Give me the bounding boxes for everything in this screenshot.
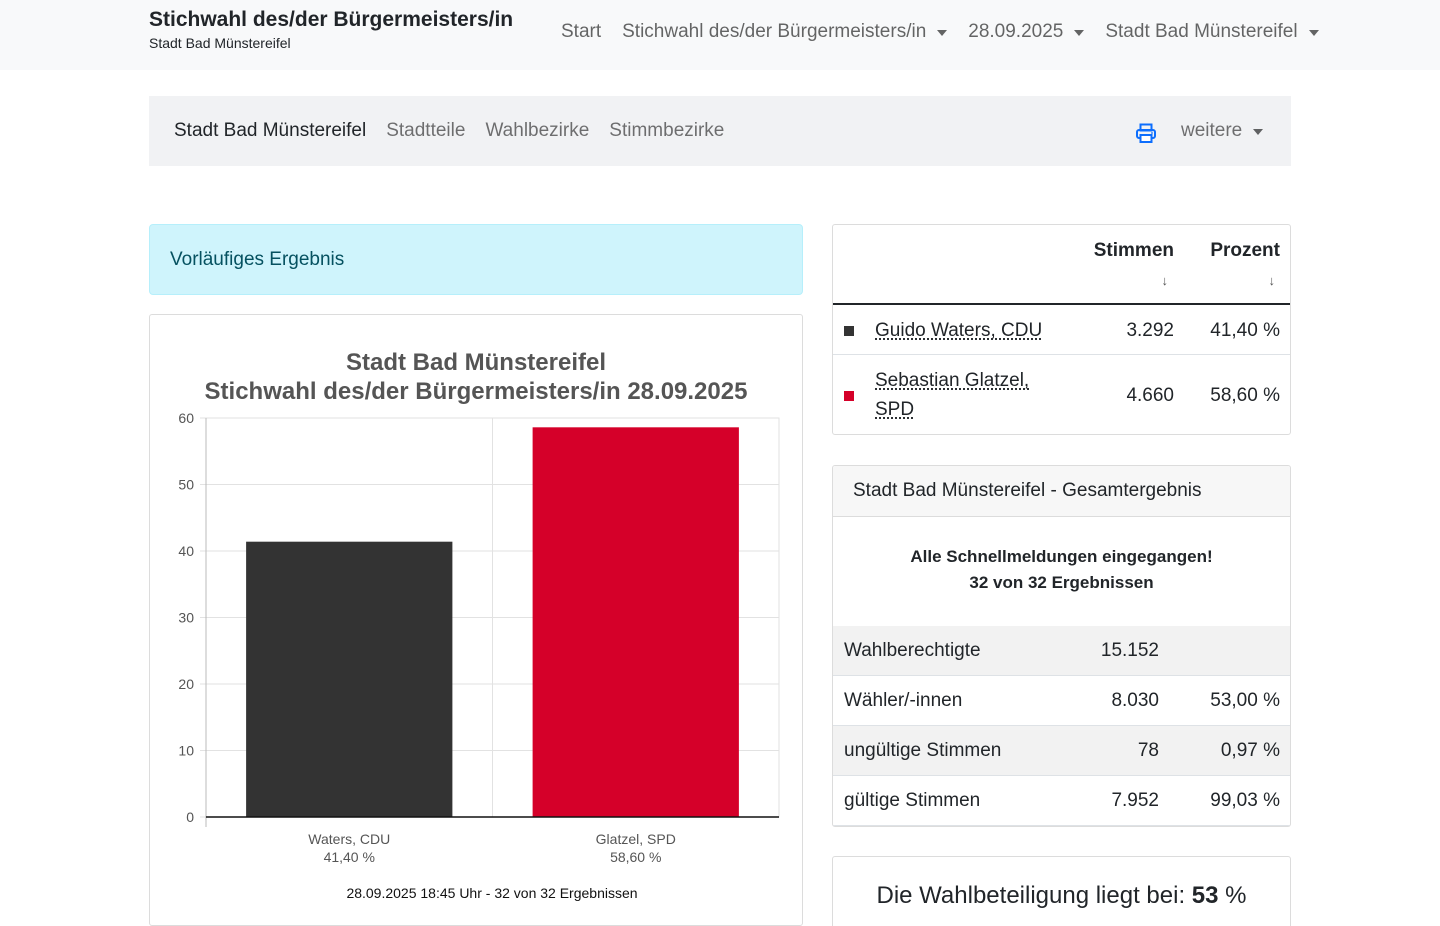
caret-down-icon [937, 30, 947, 36]
table-row: Guido Waters, CDU 3.292 41,40 % [833, 305, 1290, 355]
x-tick-sublabel: 41,40 % [324, 849, 375, 865]
summary-label: Wähler/-innen [844, 688, 962, 714]
results-table: Stimmen Prozent ↓ ↓ Guido Waters, CDU 3.… [832, 224, 1291, 435]
summary-label: Wahlberechtigte [844, 638, 981, 664]
bar[interactable] [533, 427, 739, 817]
candidate-link[interactable]: Guido Waters, CDU [875, 316, 1042, 345]
y-tick-label: 60 [178, 410, 194, 426]
nav-start[interactable]: Start [561, 19, 601, 45]
y-tick-label: 30 [178, 610, 194, 626]
subnav-item-stadtteile[interactable]: Stadtteile [386, 118, 465, 144]
caret-down-icon [1074, 30, 1084, 36]
turnout-unit: % [1225, 882, 1246, 909]
percent-value: 58,60 % [1210, 383, 1280, 409]
printer-icon[interactable] [1135, 122, 1157, 144]
turnout-value: 53 [1192, 882, 1219, 909]
summary-label: gültige Stimmen [844, 788, 980, 814]
party-color-swatch [844, 391, 854, 401]
reports-complete-message: Alle Schnellmeldungen eingegangen! 32 vo… [833, 544, 1290, 596]
summary-row-invalid: ungültige Stimmen 78 0,97 % [833, 726, 1290, 776]
column-header-votes[interactable]: Stimmen [1094, 239, 1174, 263]
x-tick-sublabel: 58,60 % [610, 849, 661, 865]
subnav-item-wahlbezirke[interactable]: Wahlbezirke [485, 118, 589, 144]
brand-title[interactable]: Stichwahl des/der Bürgermeisters/in [149, 7, 513, 33]
summary-value: 7.952 [1111, 788, 1159, 814]
subnav-item-stadt[interactable]: Stadt Bad Münstereifel [174, 118, 366, 144]
total-result-header: Stadt Bad Münstereifel - Gesamtergebnis [833, 466, 1290, 517]
top-nav: Start Stichwahl des/der Bürgermeisters/i… [561, 19, 1340, 45]
brand-subtitle: Stadt Bad Münstereifel [149, 33, 513, 53]
chart-title: Stadt Bad Münstereifel [346, 349, 606, 376]
top-navbar: Stichwahl des/der Bürgermeisters/in Stad… [0, 0, 1440, 70]
y-tick-label: 20 [178, 676, 194, 692]
turnout-card: Die Wahlbeteiligung liegt bei: 53 % [832, 856, 1291, 926]
summary-row-eligible: Wahlberechtigte 15.152 [833, 626, 1290, 676]
turnout-text: Die Wahlbeteiligung liegt bei: 53 % [833, 881, 1290, 911]
summary-label: ungültige Stimmen [844, 738, 1001, 764]
y-tick-label: 40 [178, 543, 194, 559]
nav-date-dropdown[interactable]: 28.09.2025 [968, 19, 1084, 45]
x-tick-label: Glatzel, SPD [596, 831, 676, 847]
message-line: Alle Schnellmeldungen eingegangen! [833, 544, 1290, 570]
summary-row-voters: Wähler/-innen 8.030 53,00 % [833, 676, 1290, 726]
column-header-percent[interactable]: Prozent [1210, 239, 1280, 263]
votes-value: 3.292 [1126, 318, 1174, 344]
alert-text: Vorläufiges Ergebnis [170, 247, 344, 273]
y-tick-label: 10 [178, 743, 194, 759]
x-tick-label: Waters, CDU [308, 831, 390, 847]
sort-arrow-icon[interactable]: ↓ [1162, 273, 1169, 289]
candidate-link[interactable]: Sebastian Glatzel, SPD [875, 366, 1055, 424]
bar[interactable] [246, 542, 452, 817]
y-tick-label: 50 [178, 477, 194, 493]
nav-area-dropdown[interactable]: Stadt Bad Münstereifel [1105, 19, 1318, 45]
subnav-item-stimmbezirke[interactable]: Stimmbezirke [609, 118, 724, 144]
summary-value: 15.152 [1101, 638, 1159, 664]
message-line: 32 von 32 Ergebnissen [833, 570, 1290, 596]
area-subnav: Stadt Bad Münstereifel Stadtteile Wahlbe… [149, 96, 1291, 166]
more-dropdown[interactable]: weitere [1181, 118, 1263, 144]
caret-down-icon [1253, 129, 1263, 135]
nav-election-dropdown[interactable]: Stichwahl des/der Bürgermeisters/in [622, 19, 947, 45]
total-result-title: Stadt Bad Münstereifel - Gesamtergebnis [853, 478, 1202, 504]
total-result-card: Stadt Bad Münstereifel - Gesamtergebnis … [832, 465, 1291, 827]
preliminary-result-alert: Vorläufiges Ergebnis [149, 224, 803, 295]
turnout-label: Die Wahlbeteiligung liegt bei: [876, 882, 1185, 909]
table-row: Sebastian Glatzel, SPD 4.660 58,60 % [833, 356, 1290, 435]
chart-footer: 28.09.2025 18:45 Uhr - 32 von 32 Ergebni… [346, 885, 637, 901]
summary-row-valid: gültige Stimmen 7.952 99,03 % [833, 776, 1290, 826]
party-color-swatch [844, 326, 854, 336]
summary-percent: 0,97 % [1221, 738, 1280, 764]
brand[interactable]: Stichwahl des/der Bürgermeisters/in Stad… [149, 7, 513, 53]
caret-down-icon [1309, 30, 1319, 36]
summary-value: 78 [1138, 738, 1159, 764]
summary-percent: 99,03 % [1210, 788, 1280, 814]
votes-value: 4.660 [1126, 383, 1174, 409]
bar-chart: Stadt Bad Münstereifel Stichwahl des/der… [150, 315, 804, 926]
percent-value: 41,40 % [1210, 318, 1280, 344]
chart-subtitle: Stichwahl des/der Bürgermeisters/in 28.0… [205, 378, 748, 405]
summary-value: 8.030 [1111, 688, 1159, 714]
y-tick-label: 0 [186, 809, 194, 825]
summary-percent: 53,00 % [1210, 688, 1280, 714]
result-chart-card: Stadt Bad Münstereifel Stichwahl des/der… [149, 314, 803, 926]
sort-arrow-icon[interactable]: ↓ [1269, 273, 1276, 289]
